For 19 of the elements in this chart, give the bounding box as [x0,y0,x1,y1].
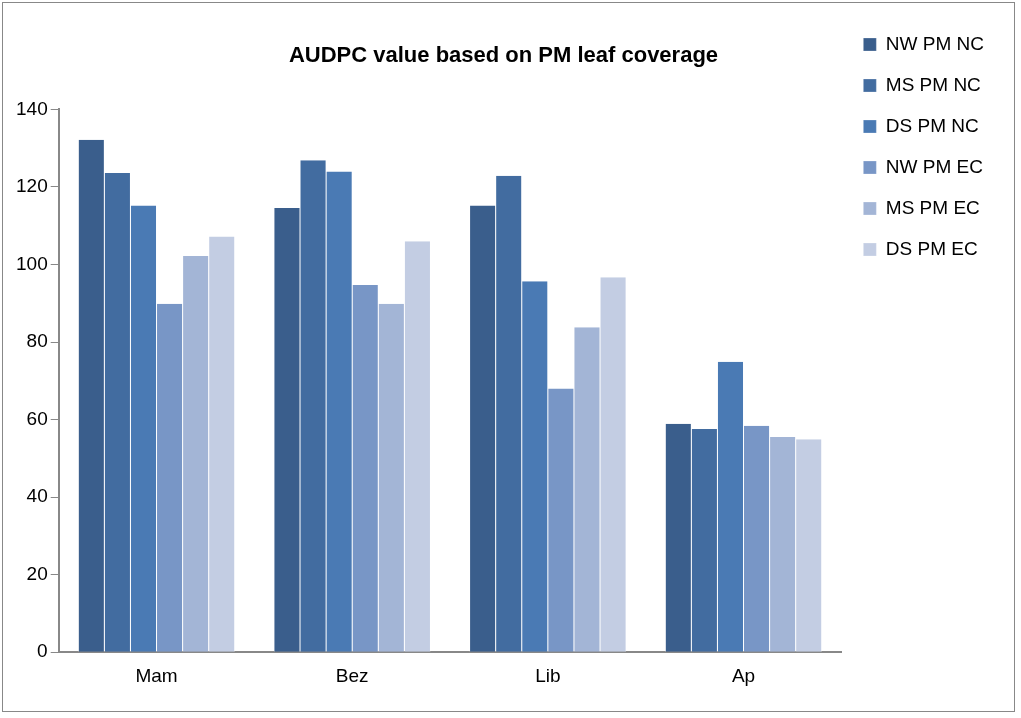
y-tick-label: 0 [37,640,48,662]
x-tick-label: Mam [135,664,178,686]
y-tick-label: 140 [16,97,48,119]
x-tick-label: Bez [335,664,369,686]
legend-label: MS PM NC [885,73,981,95]
y-tick-label: 100 [16,252,48,274]
y-tick-label: 20 [26,562,48,584]
legend-label: NW PM NC [885,32,984,54]
legend-label: MS PM EC [885,196,980,218]
x-tick-label: Ap [731,664,756,686]
legend-label: NW PM EC [885,155,983,177]
y-tick-label: 120 [16,175,48,197]
legend-label: DS PM EC [885,237,978,259]
y-tick-label: 40 [26,485,48,507]
y-tick-label: 60 [26,407,48,429]
chart-title: AUDPC value based on PM leaf coverage [288,42,719,68]
legend-label: DS PM NC [885,114,979,136]
y-tick-label: 80 [26,330,48,352]
x-tick-label: Lib [535,664,561,686]
